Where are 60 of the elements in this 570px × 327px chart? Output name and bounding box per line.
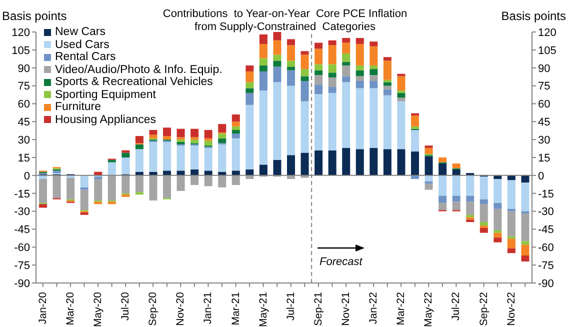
legend-label: Used Cars [55, 38, 110, 51]
x-tick-label: Jan-21 [202, 292, 214, 324]
y2-tick-label: 0 [538, 170, 544, 182]
legend-label: Housing Appliances [55, 114, 156, 126]
y2-tick-label: 30 [538, 134, 550, 146]
legend-label: Sports & Recreational Vehicles [55, 76, 213, 88]
y-axis-title: Basis points [2, 9, 67, 23]
y-tick-label: -15 [14, 188, 30, 200]
y2-tick-label: -90 [538, 278, 554, 290]
x-tick-label: Jan-20 [36, 292, 49, 324]
annotation: Forecast [320, 256, 364, 268]
y2-tick-label: -75 [538, 260, 554, 272]
x-tick-label: Jul-20 [120, 292, 132, 321]
y-tick-label: 120 [12, 26, 30, 39]
legend-label: Video/Audio/Photo & Info. Equip. [55, 64, 222, 76]
x-tick-label: May-21 [257, 292, 270, 327]
y-tick-label: 45 [18, 116, 30, 129]
x-tick-label: Mar-20 [64, 292, 76, 326]
x-tick-label: Jul-22 [450, 292, 462, 321]
y-tick-label: -30 [14, 206, 30, 218]
y-tick-label: -45 [14, 224, 30, 236]
y2-tick-label: 105 [538, 44, 556, 57]
y-tick-label: 15 [18, 152, 30, 164]
x-tick-label: Sep-20 [147, 292, 160, 326]
x-tick-label: Nov-20 [174, 292, 187, 326]
y2-tick-label: 45 [538, 116, 550, 129]
y-tick-label: 30 [18, 134, 30, 146]
x-tick-label: Mar-21 [230, 292, 242, 326]
y-tick-label: 75 [18, 80, 30, 93]
x-tick-label: May-22 [422, 292, 435, 327]
y2-tick-label: -30 [538, 206, 554, 218]
y-tick-label: -75 [14, 260, 30, 272]
y2-tick-label: -45 [538, 224, 554, 236]
y-tick-label: 60 [18, 98, 30, 111]
y-tick-label: -90 [14, 278, 30, 290]
legend-label: Sporting Equipment [55, 88, 156, 101]
y2-tick-label: -15 [538, 188, 554, 200]
x-tick-label: May-20 [92, 292, 104, 327]
y2-tick-label: 90 [538, 62, 550, 75]
y-tick-label: -60 [14, 242, 30, 254]
y2-tick-label: 60 [538, 98, 550, 111]
y2-axis-title: Basis points [501, 9, 566, 23]
y-tick-label: 90 [18, 62, 30, 75]
y2-tick-label: 15 [538, 152, 550, 164]
y-tick-label: 105 [12, 44, 30, 57]
x-tick-label: Sep-22 [478, 292, 490, 326]
y2-tick-label: 75 [538, 80, 550, 93]
y2-tick-label: -60 [538, 242, 554, 254]
chart-title: Contributions to Year-on-Year Core PCE Inflation from Supply-Constrained Categories [162, 8, 408, 33]
x-tick-label: Mar-22 [395, 292, 408, 326]
x-tick-label: Nov-21 [340, 292, 352, 326]
x-tick-label: Jul-21 [284, 292, 297, 321]
legend-label: New Cars [55, 26, 106, 38]
x-tick-label: Jan-22 [368, 292, 380, 324]
legend-label: Rental Cars [55, 51, 116, 64]
x-tick-label: Nov-22 [505, 292, 518, 326]
x-tick-label: Sep-21 [312, 292, 324, 326]
y2-tick-label: 120 [538, 26, 556, 39]
y-tick-label: 0 [24, 170, 30, 182]
legend-label: Furniture [55, 101, 102, 114]
